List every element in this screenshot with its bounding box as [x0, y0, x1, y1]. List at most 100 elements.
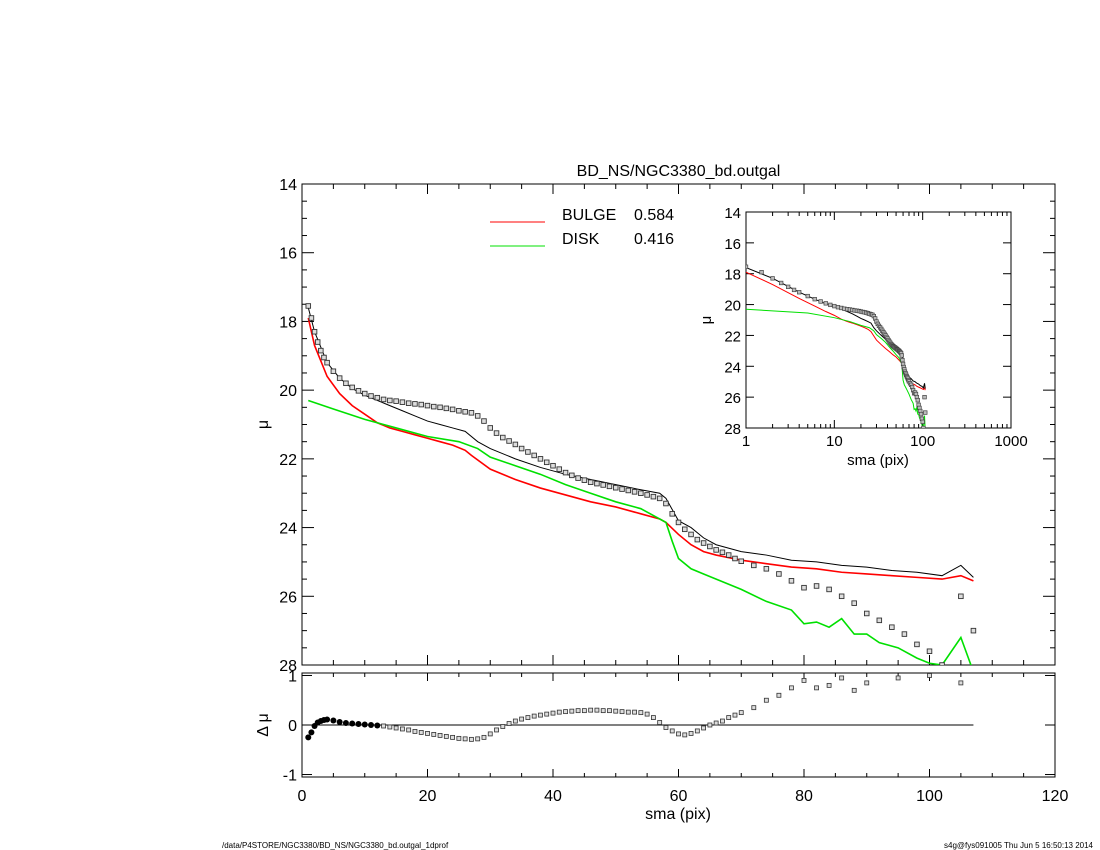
residual-point	[607, 708, 612, 714]
residual-point	[418, 730, 424, 735]
profile-data-point	[707, 543, 713, 550]
residual-point	[732, 712, 738, 718]
residual-point	[406, 727, 412, 733]
inset-profile-point	[922, 394, 927, 400]
main-y-tick-label: 22	[279, 452, 297, 469]
profile-data-point	[638, 490, 644, 496]
profile-data-point	[399, 399, 406, 405]
profile-data-point	[939, 662, 945, 665]
profile-data-point	[380, 396, 387, 403]
profile-data-point	[801, 584, 807, 591]
profile-data-point	[575, 475, 581, 481]
profile-data-point	[669, 511, 675, 517]
x-axis-label: sma (pix)	[645, 806, 711, 823]
main-y-axis-label: μ	[255, 420, 272, 429]
main-y-tick-label: 14	[279, 177, 297, 194]
residual-y-tick-label: 1	[288, 668, 297, 685]
profile-data-point	[443, 405, 450, 412]
residual-point	[531, 713, 537, 719]
residual-point	[751, 705, 757, 711]
inset-profile-point	[915, 398, 920, 403]
residual-point	[368, 722, 375, 728]
residual-point	[349, 720, 356, 727]
profile-data-point	[550, 462, 556, 469]
x-tick-label: 100	[916, 788, 943, 805]
profile-data-point	[732, 555, 738, 562]
profile-data-point	[694, 536, 701, 543]
residual-point	[958, 680, 964, 686]
profile-data-point	[405, 400, 412, 406]
profile-data-point	[343, 380, 349, 387]
residual-point	[450, 734, 456, 740]
main-y-tick-label: 16	[279, 246, 297, 263]
profile-data-point	[487, 425, 494, 431]
residual-point	[469, 736, 474, 742]
residual-point	[324, 716, 331, 723]
profile-data-point	[838, 593, 845, 600]
residual-point	[927, 673, 932, 678]
profile-data-point	[500, 434, 506, 441]
profile-data-point	[876, 617, 883, 624]
residual-y-axis-label: Δ μ	[255, 713, 272, 736]
residual-point	[494, 727, 499, 733]
profile-data-point	[305, 303, 312, 309]
profile-data-point	[321, 354, 327, 361]
inset-x-tick-label: 10	[826, 433, 843, 450]
profile-data-point	[468, 410, 475, 416]
profile-data-point	[569, 472, 575, 479]
profile-data-point	[374, 394, 381, 401]
inset-profile-point	[759, 270, 764, 275]
profile-data-point	[512, 441, 519, 448]
profile-data-point	[763, 566, 770, 572]
profile-data-point	[644, 492, 650, 498]
residual-point	[682, 732, 688, 738]
inset-plot-area	[746, 264, 928, 428]
residual-point	[305, 734, 312, 741]
profile-data-point	[600, 482, 606, 488]
inset-y-tick-label: 18	[724, 267, 741, 284]
residual-point	[569, 708, 575, 714]
profile-data-point	[776, 571, 782, 577]
residual-point	[437, 733, 443, 738]
residual-point	[688, 731, 694, 736]
residual-point	[801, 678, 807, 683]
profile-data-point	[318, 347, 324, 354]
inset-profile-point	[779, 280, 784, 286]
profile-data-point	[368, 393, 374, 399]
profile-data-point	[349, 384, 355, 391]
residual-point	[594, 707, 600, 713]
residual-point	[550, 710, 556, 716]
inset-plot-frame	[745, 211, 1012, 429]
profile-data-point	[688, 531, 694, 538]
inset-disk-curve	[746, 308, 926, 428]
legend-value-disk: 0.416	[634, 231, 674, 248]
residual-point	[720, 718, 725, 724]
footer-timestamp: s4g@fys091005 Thu Jun 5 16:50:13 2014	[944, 841, 1094, 850]
profile-data-point	[311, 328, 318, 335]
chart-title: BD_NS/NGC3380_bd.outgal	[577, 163, 781, 180]
inset-y-tick-label: 20	[724, 298, 741, 315]
profile-data-point	[562, 469, 569, 476]
residual-point	[342, 720, 349, 727]
residual-y-tick-label: -1	[283, 768, 297, 785]
residual-point	[588, 707, 594, 713]
residual-y-tick-label: 0	[288, 718, 297, 735]
profile-data-point	[675, 519, 682, 526]
residual-point	[500, 724, 506, 729]
residual-point	[864, 680, 870, 686]
inset-profile-point	[920, 419, 925, 424]
residual-point	[619, 709, 625, 715]
x-tick-label: 80	[795, 788, 813, 805]
residual-point	[651, 715, 656, 720]
residual-point	[789, 685, 794, 691]
profile-data-point	[851, 600, 857, 606]
inset-profile-point	[746, 264, 749, 269]
inset-y-tick-label: 24	[724, 359, 741, 376]
residual-point	[481, 734, 487, 740]
inset-profile-point	[797, 290, 802, 295]
main-y-tick-label: 18	[279, 314, 297, 331]
profile-data-point	[926, 648, 933, 655]
profile-data-point	[581, 477, 588, 483]
residual-point	[738, 710, 744, 716]
main-y-tick-label: 24	[279, 521, 297, 538]
